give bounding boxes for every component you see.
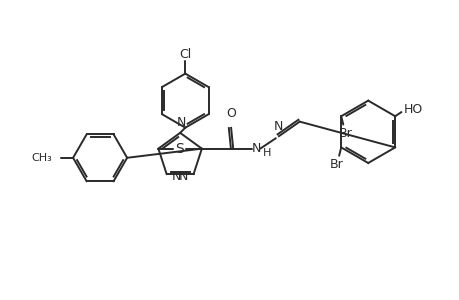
Text: N: N [172,170,181,183]
Text: N: N [179,170,188,183]
Text: HO: HO [403,103,422,116]
Text: Br: Br [338,127,352,140]
Text: CH₃: CH₃ [32,153,52,163]
Text: H: H [263,148,271,158]
Text: N: N [274,120,283,133]
Text: N: N [176,116,185,129]
Text: O: O [226,106,235,120]
Text: Br: Br [330,158,343,171]
Text: Cl: Cl [179,48,191,62]
Text: S: S [174,142,183,156]
Text: N: N [251,142,260,155]
